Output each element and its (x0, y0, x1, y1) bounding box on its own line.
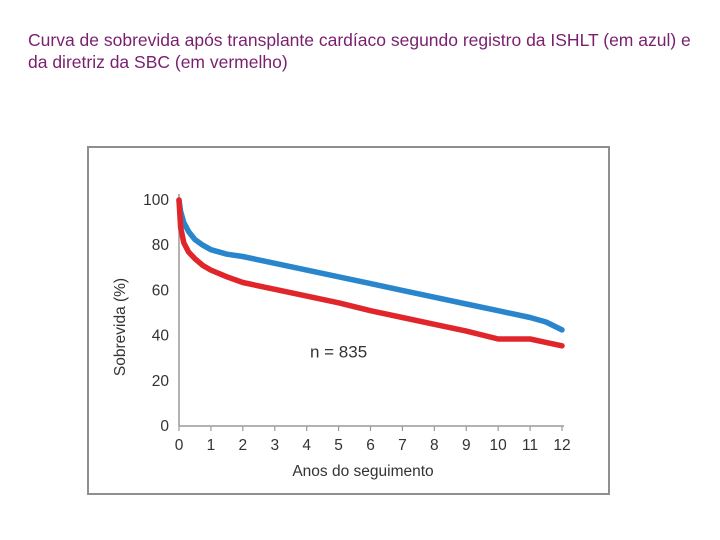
x-tick-label: 4 (302, 437, 311, 454)
slide-caption: Curva de sobrevida após transplante card… (28, 30, 691, 72)
x-tick-label: 3 (270, 437, 279, 454)
x-tick-label: 11 (522, 437, 538, 454)
x-tick-label: 1 (207, 437, 216, 454)
x-tick-label: 0 (175, 437, 184, 454)
x-tick-label: 8 (430, 437, 439, 454)
y-tick-label: 60 (152, 282, 170, 299)
x-tick-label: 9 (462, 437, 471, 454)
x-tick-label: 12 (553, 437, 570, 454)
series-line-ishlt-blue (176, 197, 565, 333)
x-tick-label: 2 (239, 437, 248, 454)
x-tick-label: 6 (366, 437, 375, 454)
y-tick-label: 40 (152, 328, 170, 345)
y-tick-label: 0 (160, 418, 169, 435)
x-tick-label: 10 (490, 437, 508, 454)
series-line-sbc-red (176, 197, 565, 349)
y-axis-label: Sobrevida (%) (112, 278, 129, 376)
y-tick-label: 20 (152, 373, 170, 390)
x-tick-label: 7 (398, 437, 407, 454)
y-tick-label: 80 (152, 237, 170, 254)
x-tick-label: 5 (334, 437, 343, 454)
annotation-label: n = 835 (310, 342, 367, 361)
survival-chart-frame: 100 80 60 40 20 0 0 1 2 3 4 5 6 7 8 9 10 11 12 n = 835 Sob… (87, 146, 610, 495)
y-tick-label: 100 (143, 192, 169, 209)
x-axis-label: Anos do seguimento (292, 463, 433, 480)
